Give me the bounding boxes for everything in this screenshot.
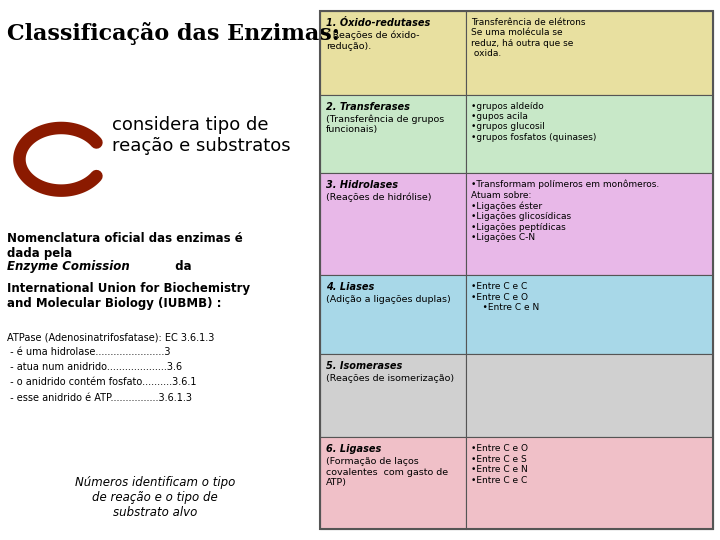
Bar <box>466 94 713 173</box>
Text: International Union for Biochemistry
and Molecular Biology (IUBMB) :: International Union for Biochemistry and… <box>7 282 251 310</box>
Text: (Adição a ligações duplas): (Adição a ligações duplas) <box>326 295 451 305</box>
Text: 3. Hidrolases: 3. Hidrolases <box>326 180 398 190</box>
Text: 6. Ligases: 6. Ligases <box>326 444 382 455</box>
Bar <box>466 437 713 529</box>
Text: 2. Transferases: 2. Transferases <box>326 102 410 112</box>
Bar <box>320 275 466 354</box>
Bar <box>466 173 713 275</box>
Text: ( Reações de óxido-
redução).: ( Reações de óxido- redução). <box>326 31 420 51</box>
Bar <box>320 11 466 94</box>
Text: considera tipo de
reação e substratos: considera tipo de reação e substratos <box>112 116 290 155</box>
Text: (Reações de hidrólise): (Reações de hidrólise) <box>326 193 432 202</box>
Text: •Entre C e O
•Entre C e S
•Entre C e N
•Entre C e C: •Entre C e O •Entre C e S •Entre C e N •… <box>472 444 528 484</box>
Text: 1. Óxido-redutases: 1. Óxido-redutases <box>326 18 431 28</box>
Text: Nomenclatura oficial das enzimas é
dada pela: Nomenclatura oficial das enzimas é dada … <box>7 232 243 260</box>
Text: da: da <box>167 260 192 273</box>
Bar <box>466 11 713 94</box>
Bar <box>320 173 466 275</box>
Text: •grupos aldeído
•gupos acila
•grupos glucosil
•grupos fosfatos (quinases): •grupos aldeído •gupos acila •grupos glu… <box>472 102 597 141</box>
Text: •Transformam polímeros em monômeros.
Atuam sobre:
•Ligações éster
•Ligações glic: •Transformam polímeros em monômeros. Atu… <box>472 180 660 242</box>
Text: 4. Liases: 4. Liases <box>326 282 374 293</box>
Text: 5. Isomerases: 5. Isomerases <box>326 361 402 371</box>
Bar <box>320 94 466 173</box>
Text: Enzyme Comission: Enzyme Comission <box>7 260 130 273</box>
Bar <box>466 275 713 354</box>
Text: Classificação das Enzimas:: Classificação das Enzimas: <box>7 22 340 45</box>
Bar <box>320 437 466 529</box>
Text: - esse anidrido é ATP................3.6.1.3: - esse anidrido é ATP................3.6… <box>7 393 192 403</box>
Text: - atua num anidrido....................3.6: - atua num anidrido....................3… <box>7 362 182 373</box>
Text: Transferência de elétrons
Se uma molécula se
reduz, há outra que se
 oxida.: Transferência de elétrons Se uma molécul… <box>472 18 586 58</box>
Bar <box>320 354 466 437</box>
Text: Números identificam o tipo
de reação e o tipo de
substrato alvo: Números identificam o tipo de reação e o… <box>75 476 235 519</box>
Text: - o anidrido contém fosfato..........3.6.1: - o anidrido contém fosfato..........3.6… <box>7 377 197 388</box>
Text: - é uma hidrolase.......................3: - é uma hidrolase.......................… <box>7 347 171 357</box>
Text: •Entre C e C
•Entre C e O
    •Entre C e N: •Entre C e C •Entre C e O •Entre C e N <box>472 282 539 312</box>
Text: (Formação de laços
covalentes  com gasto de
ATP): (Formação de laços covalentes com gasto … <box>326 457 449 487</box>
Bar <box>320 11 713 529</box>
Bar <box>466 354 713 437</box>
Text: (Transferência de grupos
funcionais): (Transferência de grupos funcionais) <box>326 114 444 134</box>
Text: ATPase (Adenosinatrifosfatase): EC 3.6.1.3: ATPase (Adenosinatrifosfatase): EC 3.6.1… <box>7 332 215 342</box>
Text: (Reações de isomerização): (Reações de isomerização) <box>326 374 454 383</box>
